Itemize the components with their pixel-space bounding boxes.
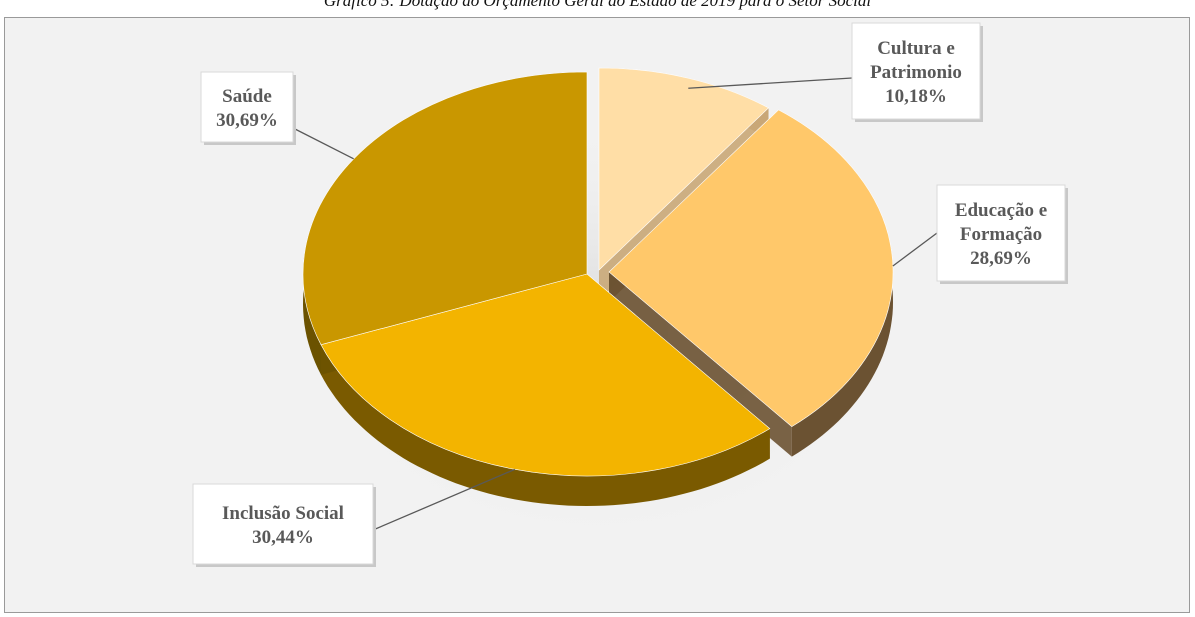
- pie-slice: [608, 109, 894, 427]
- leader-line: [892, 232, 938, 267]
- data-label-name: Saúde: [222, 86, 272, 107]
- data-label-value: 30,44%: [252, 527, 314, 548]
- leader-line: [688, 77, 853, 89]
- data-label: Cultura e Patrimonio 10,18%: [851, 22, 983, 122]
- data-label-value: 30,69%: [216, 110, 278, 131]
- data-label: Saúde 30,69%: [200, 71, 296, 145]
- data-label: Educação e Formação 28,69%: [936, 184, 1068, 284]
- data-label-name: Formação: [960, 224, 1042, 245]
- data-label-name: Educação e: [955, 200, 1047, 221]
- data-label-value: 28,69%: [970, 248, 1032, 269]
- pie-slice: [302, 71, 588, 346]
- leader-line: [372, 468, 516, 531]
- data-label-name: Patrimonio: [870, 62, 962, 83]
- pie-slice: [320, 273, 771, 477]
- chart-area: Cultura e Patrimonio 10,18% Educação e Forma…: [4, 17, 1190, 613]
- leader-line: [292, 127, 354, 160]
- figure-caption: Gráfico 5: Dotação do Orçamento Geral do…: [323, 0, 872, 10]
- pie-slice: [598, 67, 770, 271]
- data-label: Inclusão Social 30,44%: [192, 483, 376, 567]
- data-label-name: Cultura e: [877, 38, 955, 59]
- data-label-name: Inclusão Social: [222, 503, 344, 524]
- data-label-value: 10,18%: [885, 86, 947, 107]
- pie-chart: Cultura e Patrimonio 10,18% Educação e Forma…: [192, 22, 1068, 567]
